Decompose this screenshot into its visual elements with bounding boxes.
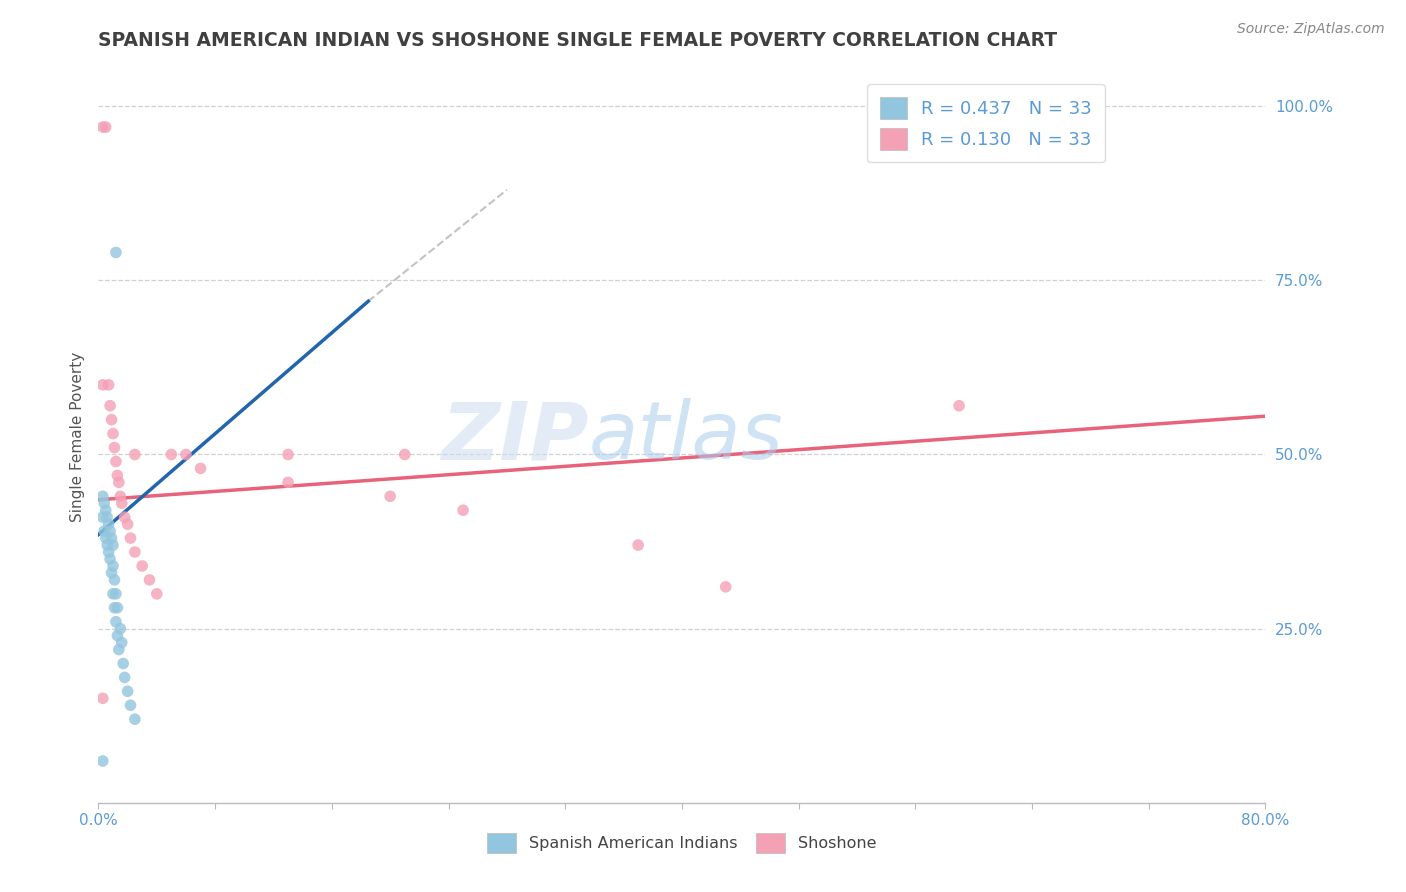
Point (97, 517, 120, 532)
Point (101, 587, 124, 601)
Point (98, 552, 121, 566)
Point (97, 545, 120, 559)
Point (100, 531, 122, 545)
Point (108, 475, 131, 490)
Text: SPANISH AMERICAN INDIAN VS SHOSHONE SINGLE FEMALE POVERTY CORRELATION CHART: SPANISH AMERICAN INDIAN VS SHOSHONE SING… (98, 31, 1057, 50)
Point (124, 712, 146, 726)
Point (98, 399, 121, 413)
Point (112, 657, 135, 671)
Point (105, 600, 128, 615)
Point (160, 448, 183, 462)
Point (93, 524, 115, 538)
Point (111, 635, 134, 649)
Point (101, 426, 124, 441)
Point (103, 441, 125, 455)
Point (93, 496, 115, 510)
Point (104, 245, 127, 260)
Point (100, 566, 122, 580)
Text: ZIP: ZIP (441, 398, 589, 476)
Point (104, 587, 127, 601)
Point (714, 580, 737, 594)
Point (120, 698, 142, 713)
Point (380, 489, 402, 503)
Point (94, 120, 117, 134)
Point (627, 538, 650, 552)
Point (111, 496, 134, 510)
Point (117, 517, 139, 532)
Point (277, 448, 299, 462)
Point (101, 558, 124, 573)
Point (98, 524, 121, 538)
Point (124, 448, 146, 462)
Point (101, 538, 124, 552)
Point (124, 545, 146, 559)
Point (277, 475, 299, 490)
Point (108, 642, 131, 657)
Point (117, 684, 139, 698)
Point (146, 587, 169, 601)
Point (91, 510, 114, 524)
Point (190, 461, 212, 475)
Point (103, 573, 125, 587)
Point (114, 510, 136, 524)
Point (110, 622, 132, 636)
Point (110, 489, 132, 503)
Point (91, 377, 114, 392)
Point (94, 531, 117, 545)
Point (103, 600, 125, 615)
Point (96, 510, 118, 524)
Point (174, 448, 197, 462)
Point (100, 412, 122, 426)
Point (91, 120, 114, 134)
Point (948, 399, 970, 413)
Text: Source: ZipAtlas.com: Source: ZipAtlas.com (1237, 22, 1385, 37)
Point (394, 448, 416, 462)
Point (131, 558, 153, 573)
Point (91, 489, 114, 503)
Point (104, 454, 127, 468)
Point (138, 573, 160, 587)
Point (96, 538, 118, 552)
Point (120, 531, 142, 545)
Point (91, 754, 114, 768)
Legend: Spanish American Indians, Shoshone: Spanish American Indians, Shoshone (479, 825, 884, 861)
Point (94, 503, 117, 517)
Y-axis label: Single Female Poverty: Single Female Poverty (69, 352, 84, 522)
Point (105, 629, 128, 643)
Point (97, 377, 120, 392)
Point (114, 670, 136, 684)
Point (104, 615, 127, 629)
Text: atlas: atlas (589, 398, 783, 476)
Point (91, 691, 114, 706)
Point (105, 468, 128, 483)
Point (451, 503, 474, 517)
